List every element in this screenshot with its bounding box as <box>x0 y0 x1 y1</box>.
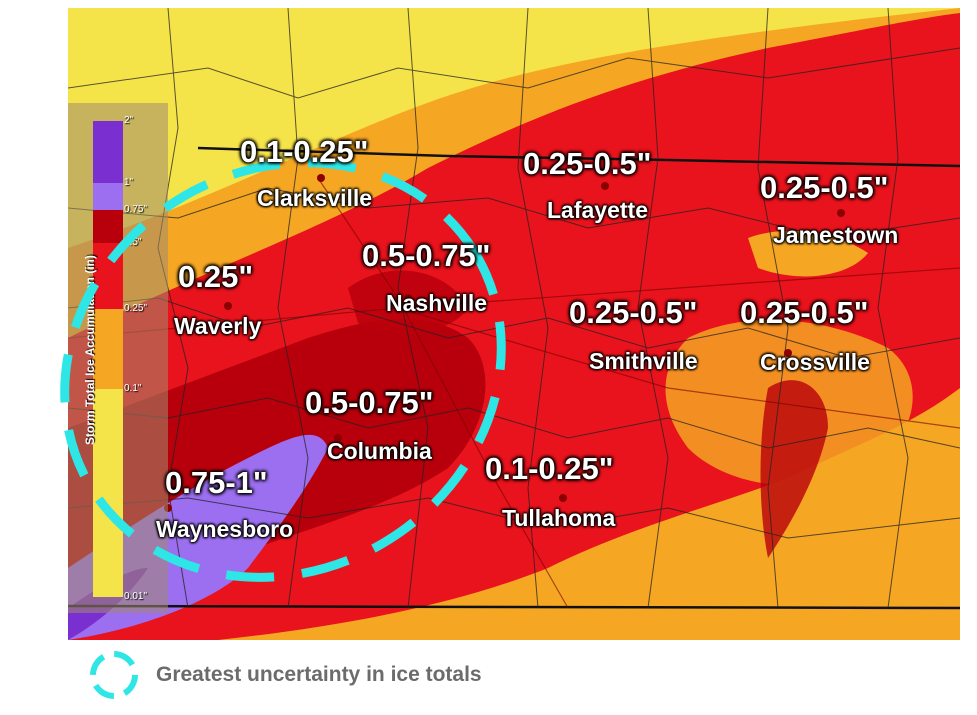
amount-label-clarksville: 0.1-0.25" <box>240 134 369 169</box>
state-border <box>197 146 960 168</box>
city-label-tullahoma: Tullahoma <box>502 505 616 531</box>
state-border-south <box>68 604 960 610</box>
city-label-clarksville: Clarksville <box>257 185 373 211</box>
dashed-circle-icon <box>90 651 138 699</box>
amount-label-lafayette: 0.25-0.5" <box>523 146 652 181</box>
city-label-crossville: Crossville <box>760 349 870 375</box>
legend-tick: 1" <box>124 177 134 188</box>
legend-tick: 2" <box>124 115 134 126</box>
legend-tick: 0.75" <box>124 204 148 215</box>
amount-label-columbia: 0.5-0.75" <box>305 385 434 420</box>
city-label-columbia: Columbia <box>327 438 432 464</box>
amount-label-waverly: 0.25" <box>178 259 254 294</box>
legend-tick: 0.5" <box>124 237 142 248</box>
amount-label-jamestown: 0.25-0.5" <box>760 170 889 205</box>
city-label-waynesboro: Waynesboro <box>156 516 294 542</box>
uncertainty-key-icon <box>90 651 138 699</box>
city-label-lafayette: Lafayette <box>547 197 648 223</box>
legend-panel: Storm Total Ice Accumulation (in) 2" 1" … <box>68 103 168 613</box>
amount-label-crossville: 0.25-0.5" <box>740 295 869 330</box>
legend-tick: 0.1" <box>124 383 142 394</box>
city-label-jamestown: Jamestown <box>773 222 899 248</box>
uncertainty-key-label: Greatest uncertainty in ice totals <box>156 663 482 686</box>
legend-tick: 0.01" <box>124 591 148 602</box>
city-label-nashville: Nashville <box>386 290 487 316</box>
zone-darkred-3 <box>760 380 828 558</box>
amount-label-waynesboro: 0.75-1" <box>165 465 268 500</box>
legend-tick: 0.25" <box>124 303 148 314</box>
zone-orange-patch-2 <box>748 230 868 277</box>
amount-label-tullahoma: 0.1-0.25" <box>485 451 614 486</box>
legend-title: Storm Total Ice Accumulation (in) <box>83 255 97 446</box>
amount-label-smithville: 0.25-0.5" <box>569 295 698 330</box>
city-label-smithville: Smithville <box>589 348 698 374</box>
amount-label-nashville: 0.5-0.75" <box>362 238 491 273</box>
city-label-waverly: Waverly <box>174 313 262 339</box>
